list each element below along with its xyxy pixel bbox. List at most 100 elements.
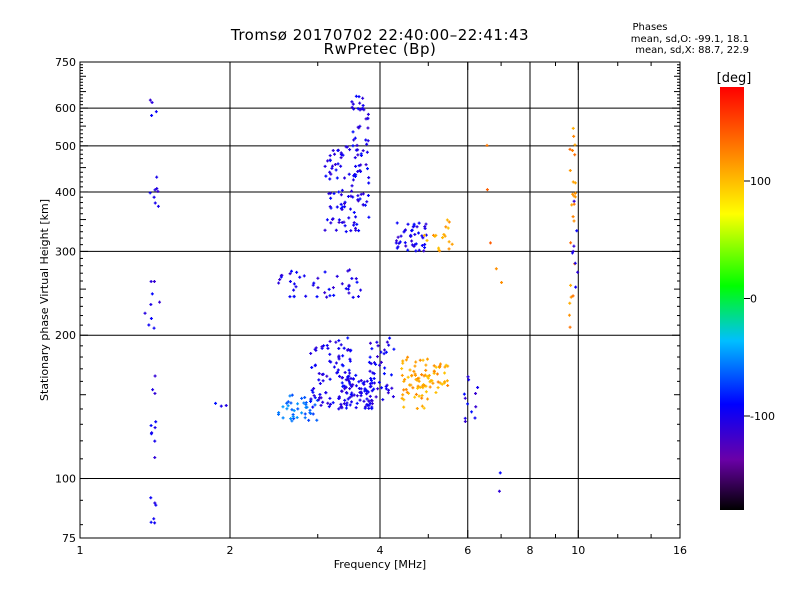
data-point xyxy=(320,345,324,349)
data-point xyxy=(421,236,425,240)
data-point xyxy=(340,208,344,212)
data-point xyxy=(302,401,306,405)
data-point xyxy=(214,401,218,405)
data-point xyxy=(311,412,315,416)
data-point xyxy=(340,152,344,156)
data-point xyxy=(424,222,428,226)
data-point xyxy=(420,384,424,388)
data-point xyxy=(312,387,316,391)
data-point xyxy=(355,280,359,284)
y-tick-label: 300 xyxy=(55,245,76,258)
data-point xyxy=(380,386,384,390)
data-point xyxy=(569,283,573,287)
data-point xyxy=(420,373,424,377)
data-point xyxy=(294,285,298,289)
data-point xyxy=(370,399,374,403)
data-point xyxy=(153,426,157,430)
data-point xyxy=(355,394,359,398)
data-point xyxy=(317,398,321,402)
data-point xyxy=(327,405,331,409)
data-point xyxy=(346,194,350,198)
data-point xyxy=(463,416,467,420)
data-point xyxy=(292,288,296,292)
data-point xyxy=(568,301,572,305)
data-point xyxy=(443,365,447,369)
scatter-points xyxy=(143,94,580,525)
data-point xyxy=(332,192,336,196)
data-point xyxy=(329,172,333,176)
data-point xyxy=(321,400,325,404)
data-point xyxy=(290,393,294,397)
data-point xyxy=(343,398,347,402)
data-point xyxy=(152,280,156,284)
data-point xyxy=(328,205,332,209)
data-point xyxy=(422,406,426,410)
data-point xyxy=(147,323,151,327)
data-point xyxy=(413,364,417,368)
data-point xyxy=(366,126,370,130)
data-point xyxy=(311,405,315,409)
data-point xyxy=(351,295,355,299)
y-axis-label: Stationary phase Virtual Height [km] xyxy=(38,199,51,401)
data-point xyxy=(332,365,336,369)
data-point xyxy=(354,94,358,98)
colorbar-tick-label: -100 xyxy=(750,410,775,423)
data-point xyxy=(571,294,575,298)
data-point xyxy=(342,346,346,350)
data-point xyxy=(361,96,365,100)
data-point xyxy=(430,379,434,383)
data-point xyxy=(367,406,371,410)
y-tick-label: 500 xyxy=(55,140,76,153)
data-point xyxy=(422,233,426,237)
data-point xyxy=(413,395,417,399)
data-point xyxy=(366,139,370,143)
data-point xyxy=(462,392,466,396)
data-point xyxy=(347,368,351,372)
data-point xyxy=(411,386,415,390)
data-point xyxy=(384,350,388,354)
x-tick-label: 6 xyxy=(464,544,471,557)
data-point xyxy=(474,405,478,409)
data-point xyxy=(417,394,421,398)
data-point xyxy=(409,383,413,387)
data-point xyxy=(410,373,414,377)
data-point xyxy=(570,251,574,255)
data-point xyxy=(357,386,361,390)
data-point xyxy=(406,248,410,252)
data-point xyxy=(368,401,372,405)
data-point xyxy=(325,343,329,347)
data-point xyxy=(447,240,451,244)
data-point xyxy=(152,326,156,330)
data-point xyxy=(323,164,327,168)
data-point xyxy=(337,339,341,343)
data-point xyxy=(404,388,408,392)
data-point xyxy=(153,188,157,192)
data-point xyxy=(366,116,370,120)
data-point xyxy=(358,398,362,402)
data-point xyxy=(148,191,152,195)
colorbar-ticks: 100 0 -100 xyxy=(744,175,775,423)
phases-o-stats: mean, sd,O: -99.1, 18.1 xyxy=(630,34,749,45)
data-point xyxy=(355,143,359,147)
data-point xyxy=(316,276,320,280)
data-point xyxy=(370,389,374,393)
data-point xyxy=(151,388,155,392)
data-point xyxy=(387,388,391,392)
data-point xyxy=(323,270,327,274)
data-point xyxy=(155,175,159,179)
data-point xyxy=(365,200,369,204)
data-point xyxy=(365,167,369,171)
data-point xyxy=(404,358,408,362)
data-point xyxy=(356,170,360,174)
chart-subtitle: RwPretec (Bp) xyxy=(323,40,437,58)
data-point xyxy=(331,401,335,405)
data-point xyxy=(286,404,290,408)
data-point xyxy=(281,416,285,420)
data-point xyxy=(447,220,451,224)
data-point xyxy=(150,292,154,296)
data-point xyxy=(309,412,313,416)
data-point xyxy=(340,381,344,385)
data-point xyxy=(329,191,333,195)
data-point xyxy=(343,224,347,228)
